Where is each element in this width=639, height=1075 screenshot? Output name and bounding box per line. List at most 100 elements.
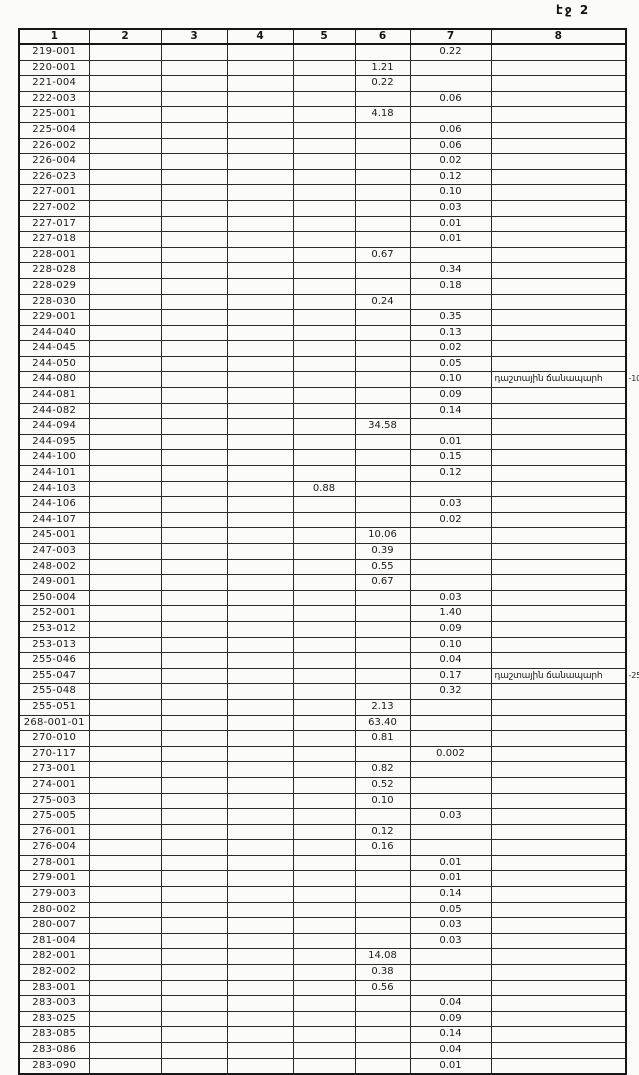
empty-cell <box>88 792 162 810</box>
empty-cell <box>226 262 294 279</box>
empty-cell <box>226 137 294 155</box>
code-cell: 244-100 <box>18 449 90 467</box>
table-row: 229-001 0.35 <box>18 309 627 326</box>
code-cell: 283-086 <box>18 1042 90 1059</box>
empty-cell <box>292 340 356 357</box>
code-cell: 270-010 <box>18 730 90 747</box>
empty-cell <box>160 184 228 201</box>
empty-cell <box>226 527 294 544</box>
empty-cell <box>490 387 627 404</box>
empty-cell <box>490 153 627 170</box>
empty-cell <box>226 792 294 810</box>
note-cell: դաշտային ճանապարհ -25 <box>490 667 639 685</box>
value-cell: 0.38 <box>354 964 411 981</box>
empty-cell <box>292 433 356 451</box>
table-row: 221-004 0.22 <box>18 75 627 92</box>
empty-cell <box>490 199 627 217</box>
empty-cell <box>490 558 627 576</box>
empty-cell <box>160 496 228 513</box>
empty-cell <box>226 839 294 856</box>
empty-cell <box>354 683 411 700</box>
empty-cell <box>292 168 356 186</box>
empty-cell <box>292 964 356 981</box>
empty-cell <box>354 340 411 357</box>
code-cell: 270-117 <box>18 745 90 763</box>
empty-cell <box>292 667 356 685</box>
empty-cell <box>292 387 356 404</box>
page-number: էջ 2 <box>556 3 591 17</box>
code-cell: 226-004 <box>18 153 90 170</box>
empty-cell <box>490 43 627 61</box>
empty-cell <box>160 574 228 591</box>
column-header: 4 <box>226 28 294 45</box>
empty-cell <box>292 761 356 778</box>
code-cell: 244-106 <box>18 496 90 513</box>
code-cell: 228-028 <box>18 262 90 279</box>
empty-cell <box>292 1042 356 1059</box>
code-cell: 227-002 <box>18 199 90 217</box>
empty-cell <box>226 465 294 482</box>
value-cell: 0.13 <box>409 324 492 342</box>
value-cell: 0.05 <box>409 355 492 373</box>
empty-cell <box>226 511 294 529</box>
empty-cell <box>226 355 294 373</box>
empty-cell <box>160 106 228 123</box>
empty-cell <box>160 745 228 763</box>
column-header: 8 <box>490 28 627 45</box>
table-row: 227-018 0.01 <box>18 231 627 248</box>
empty-cell <box>88 215 162 233</box>
empty-cell <box>226 1057 294 1075</box>
empty-cell <box>88 184 162 201</box>
empty-cell <box>292 184 356 201</box>
empty-cell <box>160 808 228 825</box>
empty-cell <box>226 620 294 638</box>
empty-cell <box>226 324 294 342</box>
empty-cell <box>292 90 356 108</box>
empty-cell <box>160 480 228 498</box>
empty-cell <box>88 620 162 638</box>
empty-cell <box>88 964 162 981</box>
code-cell: 255-047 <box>18 667 90 685</box>
empty-cell <box>88 823 162 841</box>
empty-cell <box>226 168 294 186</box>
empty-cell <box>160 527 228 544</box>
empty-cell <box>292 262 356 279</box>
empty-cell <box>226 277 294 295</box>
empty-cell <box>292 636 356 654</box>
empty-cell <box>490 652 627 669</box>
empty-cell <box>160 683 228 700</box>
empty-cell <box>354 355 411 373</box>
empty-cell <box>490 745 627 763</box>
table-row: 273-001 0.82 <box>18 761 627 778</box>
empty-cell <box>226 979 294 997</box>
empty-cell <box>292 886 356 903</box>
empty-cell <box>409 558 492 576</box>
empty-cell <box>409 964 492 981</box>
empty-cell <box>160 636 228 654</box>
empty-cell <box>292 1026 356 1043</box>
empty-cell <box>88 683 162 700</box>
table-row: 226-002 0.06 <box>18 137 627 155</box>
empty-cell <box>160 886 228 903</box>
empty-cell <box>226 293 294 311</box>
empty-cell <box>292 745 356 763</box>
empty-cell <box>226 387 294 404</box>
table-row: 282-002 0.38 <box>18 964 627 981</box>
table-row: 227-002 0.03 <box>18 199 627 217</box>
empty-cell <box>226 215 294 233</box>
empty-cell <box>226 246 294 264</box>
empty-cell <box>490 231 627 248</box>
code-cell: 244-040 <box>18 324 90 342</box>
empty-cell <box>160 589 228 607</box>
empty-cell <box>160 1026 228 1043</box>
value-cell: 0.24 <box>354 293 411 311</box>
empty-cell <box>409 418 492 435</box>
code-cell: 275-005 <box>18 808 90 825</box>
empty-cell <box>88 309 162 326</box>
empty-cell <box>88 418 162 435</box>
empty-cell <box>160 543 228 560</box>
empty-cell <box>226 309 294 326</box>
empty-cell <box>292 620 356 638</box>
empty-cell <box>88 371 162 389</box>
value-cell: 0.06 <box>409 90 492 108</box>
